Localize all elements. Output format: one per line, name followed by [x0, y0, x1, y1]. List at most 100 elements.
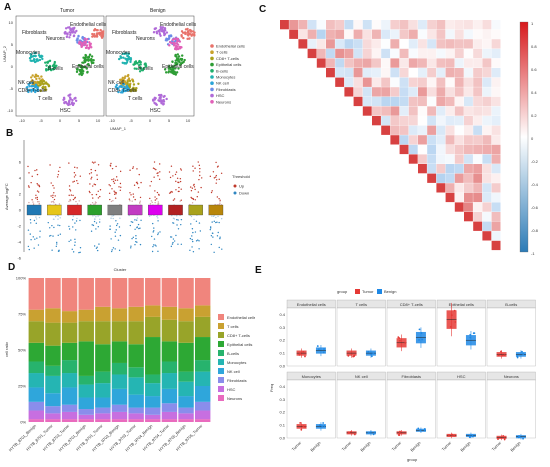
umap-point: [144, 64, 148, 67]
volcano-point: [152, 167, 155, 169]
volcano-point: [198, 248, 200, 250]
volcano-point: [156, 191, 159, 194]
volcano-ylabel: Average logFC: [4, 183, 9, 210]
volcano-point: [52, 218, 55, 220]
correlation-cell: [427, 87, 437, 97]
panel-label-c: C: [259, 4, 267, 15]
volcano-point: [93, 162, 95, 164]
correlation-cell: [353, 20, 363, 30]
umap-xtick: 0: [59, 118, 62, 123]
stacked-bar-segment: [145, 396, 161, 408]
facet-title: HSC: [457, 374, 466, 379]
volcano-point: [177, 219, 179, 221]
stacked-legend-swatch: [218, 314, 224, 320]
volcano-point: [196, 196, 198, 198]
volcano-point: [112, 180, 115, 183]
stacked-bar-segment: [111, 374, 128, 389]
volcano-point: [219, 200, 221, 202]
correlation-cell: [390, 96, 400, 107]
umap-point: [69, 97, 72, 101]
umap-legend-label: CD8+ T-cells: [216, 56, 239, 61]
box-point: [347, 431, 350, 434]
volcano-point: [47, 221, 49, 224]
umap-point: [75, 70, 79, 74]
box-point: [500, 350, 502, 353]
correlation-cell: [381, 96, 391, 107]
umap-clusters: Fibroblasts Endothelial cells Neurons Monoc…: [7, 15, 197, 123]
correlation-cell: [427, 68, 437, 78]
volcano-point: [95, 247, 98, 249]
umap-point: [170, 71, 173, 74]
volcano-point: [72, 215, 74, 217]
box-point: [518, 435, 520, 437]
volcano-point: [179, 200, 181, 202]
volcano-point: [79, 247, 82, 249]
correlation-cell: [344, 58, 354, 68]
volcano-point: [209, 228, 211, 231]
volcano-point: [57, 170, 60, 172]
stacked-bar-segment: [178, 342, 194, 372]
correlation-cell: [445, 48, 455, 59]
correlation-cell: [427, 116, 437, 126]
volcano-point: [50, 234, 52, 237]
umap-point: [172, 72, 176, 76]
correlation-cell: [445, 154, 455, 164]
stacked-bar-segment: [128, 407, 144, 414]
volcano-point: [210, 235, 213, 237]
umap-point: [31, 74, 34, 77]
volcano-cluster-box: [148, 204, 163, 216]
umap-point: [29, 56, 33, 59]
stacked-bar-segment: [128, 321, 144, 345]
boxplot-legend-title: group: [337, 289, 348, 294]
correlation-cell: [307, 20, 317, 30]
volcano-point: [39, 236, 41, 238]
correlation-cell: [362, 87, 372, 97]
correlation-cell: [381, 39, 391, 49]
umap-ytick: 10: [9, 20, 14, 25]
volcano-point: [112, 200, 114, 202]
umap-cluster-label: B-cells: [48, 66, 64, 72]
stacked-legend-label: Endothelial cells: [227, 315, 255, 320]
volcano-point: [216, 196, 219, 198]
correlation-cell: [482, 87, 492, 97]
volcano-point: [93, 220, 96, 223]
umap-cluster-label: Endothelial cells: [70, 22, 107, 28]
umap-point: [142, 67, 146, 70]
facet-title: Epithelial cells: [449, 302, 474, 307]
umap-point: [158, 28, 162, 32]
volcano-point: [158, 178, 161, 180]
umap-point: [36, 58, 39, 61]
umap-point: [186, 31, 190, 34]
volcano-point: [195, 240, 198, 242]
box-point: [317, 348, 320, 350]
umap-point: [38, 58, 42, 62]
correlation-cell: [464, 154, 473, 164]
umap-xtick: 5: [78, 118, 81, 123]
volcano-point: [92, 197, 94, 199]
umap-point: [174, 61, 177, 65]
volcano-point: [113, 193, 116, 196]
volcano-ytick: 6: [19, 160, 22, 165]
correlation-cell: [454, 29, 464, 39]
umap-point: [32, 58, 36, 61]
umap-point: [83, 65, 87, 69]
umap-cluster-label: Epithelial cells: [162, 64, 194, 70]
volcano-point: [54, 203, 57, 206]
umap-point: [120, 85, 124, 89]
umap-cluster-label: HSC: [60, 108, 71, 114]
umap-point: [98, 33, 102, 36]
volcano-point: [189, 249, 191, 252]
umap-point: [30, 76, 33, 79]
correlation-cell: [454, 106, 464, 116]
stacked-bar-segment: [45, 308, 61, 323]
correlation-cell: [316, 39, 326, 49]
correlation-cell: [362, 68, 372, 78]
volcano-point: [149, 197, 151, 200]
volcano-point: [89, 191, 91, 194]
correlation-cell: [353, 29, 363, 39]
correlation-cell: [436, 154, 446, 164]
correlation-cell: [482, 154, 492, 164]
volcano-point: [33, 247, 35, 249]
correlation-cell: [335, 48, 345, 59]
correlation-cell: [307, 48, 317, 59]
